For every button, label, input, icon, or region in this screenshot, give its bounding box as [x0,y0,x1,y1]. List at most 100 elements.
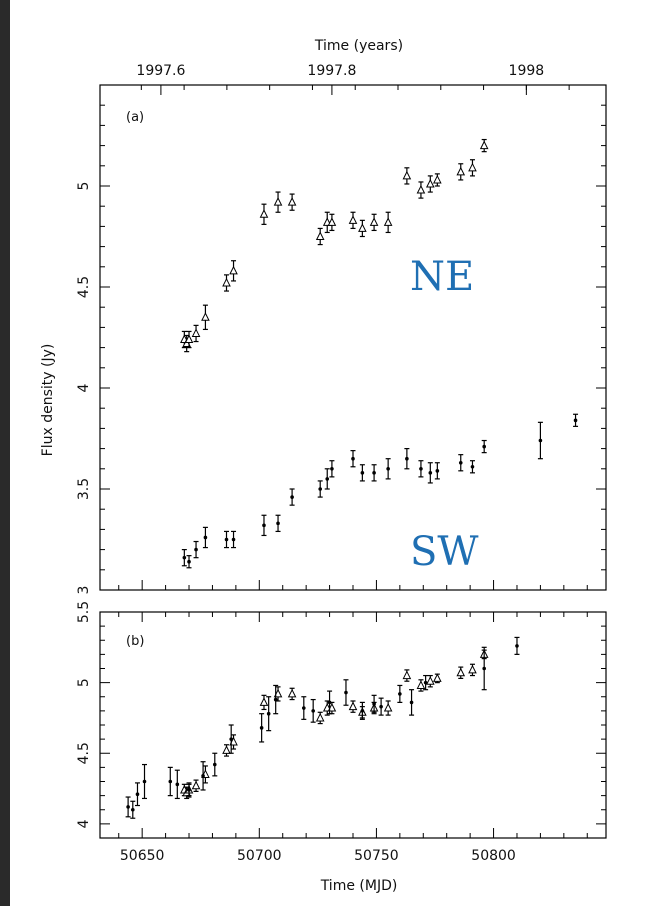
triangle-point-a [468,162,477,172]
triangle-point-b [348,701,358,711]
dot-point-b [187,788,191,792]
dot-point-b [327,700,332,705]
dot-point-a [405,456,409,461]
y-tick-label-a: 3 [76,586,92,595]
dot-point-b [273,697,278,702]
top-year-tick-label: 1997.6 [136,63,185,79]
y-axis-title: Flux density (Jy) [40,344,56,457]
light-curve-figure: Time (years) Flux density (Jy) Time (MJD… [40,38,607,894]
dot-point-b [168,779,173,784]
dot-point-a [203,535,208,540]
triangle-point-a [456,166,466,176]
dot-point-a [372,471,376,475]
triangle-point-b [425,676,435,685]
tick-layer: 3 3.5 4 4.5 5 1997.6 1997.8 1998 4 4.5 5 5.5 50650 50… [76,63,606,864]
y-tick-label-a: 4 [76,383,92,392]
triangle-point-b [222,745,231,754]
triangle-point-b [259,697,269,706]
dot-point-a [231,537,236,542]
triangle-point-b [315,712,325,722]
dot-point-a [386,467,390,471]
triangle-point-b [433,673,442,682]
dot-point-b [142,779,147,784]
dot-point-b [175,782,180,787]
panel-a-tag: (a) [126,110,144,125]
dot-point-a [428,471,433,475]
dot-point-b [212,762,217,767]
dot-point-b [344,690,348,695]
triangle-point-a [229,265,238,275]
dot-point-a [187,559,191,564]
triangle-point-a [315,231,325,240]
triangle-point-a [184,334,194,344]
triangle-point-a [358,223,367,232]
dot-point-a [318,487,323,491]
dot-point-a [470,464,475,469]
dot-point-a [224,537,229,542]
triangle-point-a [383,217,393,226]
triangle-point-b [402,670,412,680]
dot-point-b [135,792,140,797]
dot-point-a [351,456,355,461]
sw-label: SW [410,529,479,575]
dot-point-b [398,692,402,696]
panel-a-frame [99,84,607,591]
triangle-point-a [402,170,412,180]
dot-point-a [194,547,198,552]
dot-point-b [379,704,383,709]
dot-point-b [266,711,271,716]
dot-point-b [360,709,365,713]
dot-point-b [311,709,315,713]
dot-point-b [372,702,376,706]
dot-point-a [360,471,365,475]
top-year-tick-label: 1997.8 [307,63,356,79]
triangle-point-a [191,328,201,337]
dot-point-a [330,467,334,471]
x-tick-label: 50750 [354,848,399,864]
dot-point-b [423,680,428,685]
dot-point-a [262,523,266,528]
triangle-point-b [287,688,297,698]
triangle-point-a [479,140,489,150]
dot-point-a [325,477,330,481]
dot-point-a [538,438,543,443]
triangle-point-b [416,680,426,689]
y-tick-label-b: 4 [76,819,92,828]
dot-point-b [259,726,264,730]
dot-point-a [182,555,187,560]
x-tick-label: 50700 [237,848,282,864]
triangle-point-b [191,780,201,790]
triangle-point-a [273,197,283,206]
x-tick-label: 50650 [120,848,165,864]
triangle-point-b [468,664,477,674]
dot-point-a [276,521,280,526]
dot-point-b [409,700,414,705]
dot-point-b [229,737,233,741]
bottom-axis-title: Time (MJD) [320,878,398,894]
triangle-point-a [201,312,210,321]
triangle-point-a [222,277,231,287]
y-tick-label-a: 3.5 [76,478,92,500]
ne-label: NE [410,254,474,300]
top-year-tick-label: 1998 [509,63,545,79]
data-marks-layer [125,138,579,819]
top-axis-title: Time (years) [314,38,403,54]
dot-point-a [290,495,294,499]
dot-point-a [482,444,486,449]
y-tick-label-a: 5 [76,182,92,191]
y-tick-label-b: 5 [76,678,92,687]
triangle-point-b [456,667,466,677]
triangle-point-a [416,184,426,194]
dot-point-b [515,644,519,648]
y-tick-label-a: 4.5 [76,276,92,298]
triangle-point-a [327,217,337,226]
dot-point-a [419,467,423,471]
triangle-point-a [287,197,297,206]
y-tick-label-b: 4.5 [76,742,92,764]
y-tick-label-b: 5.5 [76,601,92,623]
x-tick-label: 50800 [471,848,516,864]
triangle-point-a [369,217,379,226]
triangle-point-a [348,215,358,224]
dot-point-b [130,807,135,812]
figure-frame: Time (years) Flux density (Jy) Time (MJD… [10,0,661,906]
